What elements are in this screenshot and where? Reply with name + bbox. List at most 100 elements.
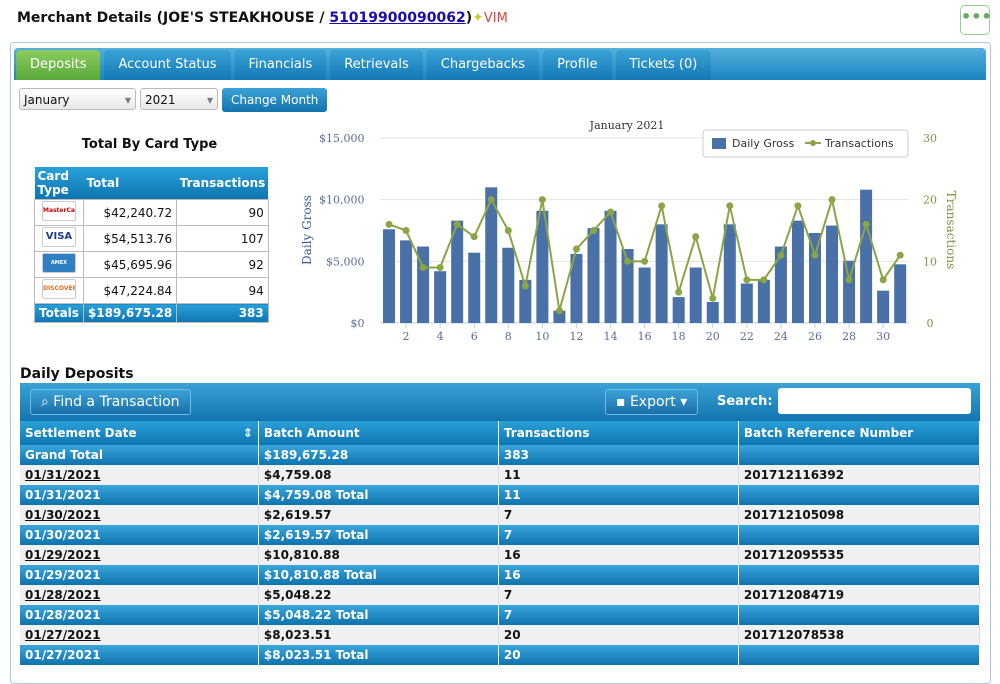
tab[interactable]: Account Status [104,50,231,80]
tab[interactable]: Deposits [16,50,101,80]
bar [485,187,498,323]
change-month-button[interactable]: Change Month [222,88,328,112]
header-label: Settlement Date [25,426,137,440]
det-row: 01/31/2021 $4,759.08 11 201712116392 [20,465,981,485]
point [504,227,512,234]
point [521,282,529,290]
export-button[interactable]: ▪ Export ▾ [605,389,699,415]
cell: $5,048.22 [258,585,499,605]
transactions-cell: 92 [176,251,269,278]
point [879,276,887,284]
x-tick-label: 6 [471,330,478,343]
x-tick-label: 12 [569,330,583,343]
det-row: 01/30/2021 $2,619.57 7 201712105098 [20,505,981,525]
column-header: Card Type [34,167,84,200]
date-link[interactable]: 01/28/2021 [25,588,101,602]
tab[interactable]: Chargebacks [426,50,540,80]
cell: $8,023.51 Total [258,645,499,665]
bar [689,267,702,323]
card-icon: DISCOVER [41,279,76,299]
badge: VIM [483,11,508,26]
cell: 01/28/2021 [20,585,259,605]
sub-row: 01/27/2021 $8,023.51 Total 20 [20,645,981,665]
cell: $2,619.57 Total [258,525,499,545]
find-button[interactable]: ⌕ Find a Transaction [30,389,191,415]
cell: $10,810.88 Total [258,565,499,585]
y-axis-label: Daily Gross [300,195,314,265]
cell [738,525,981,545]
merchant-link[interactable]: 51019900090062 [329,10,466,26]
bar [621,249,634,323]
y-tick-label: $15,000 [319,132,365,145]
header-label: Transactions [503,426,590,440]
bar [894,264,907,323]
totals-cell: 383 [176,303,269,323]
menu-button[interactable]: ••• [960,5,992,35]
card-cell: MasterCard [34,199,84,226]
point [811,251,819,259]
export-icon: ▪ [616,394,630,410]
totals-cell: Totals [34,303,84,323]
date-link[interactable]: 01/30/2021 [25,508,101,522]
cell [738,605,981,625]
tab[interactable]: Tickets (0) [615,50,712,80]
bar [808,232,821,323]
point [607,208,615,216]
year-select[interactable]: 2021 [140,88,218,111]
deposits-title: Daily Deposits [20,366,134,382]
cell: $10,810.88 [258,545,499,565]
point [692,233,700,241]
tab-bar: Deposits Account Status Financials Retrieva… [14,48,986,80]
tab[interactable]: Profile [543,50,612,80]
date-link[interactable]: 01/31/2021 [25,468,101,482]
tab[interactable]: Retrievals [330,50,423,80]
cell: 201712105098 [738,505,981,525]
cell: $4,759.08 Total [258,485,499,505]
bar [723,224,736,323]
column-header[interactable]: Settlement Date ⇕ [20,421,259,445]
totals-cell: $189,675.28 [82,303,178,323]
y-tick-label: $0 [351,317,365,330]
transactions-cell: 94 [176,277,269,304]
cell: 01/28/2021 [20,605,259,625]
point [726,202,734,210]
bar [672,297,685,323]
month-select[interactable]: January [19,88,136,111]
card-row: AMEX $45,695.96 92 [34,251,269,278]
cell: 11 [498,485,739,505]
cell: 01/31/2021 [20,485,259,505]
tab[interactable]: Financials [234,50,327,80]
det-row: 01/28/2021 $5,048.22 7 201712084719 [20,585,981,605]
cell: 7 [498,525,739,545]
bar [434,271,447,323]
cell [738,445,981,465]
det-row: 01/29/2021 $10,810.88 16 201712095535 [20,545,981,565]
point [487,196,495,204]
point [572,245,580,253]
search-input[interactable] [778,388,971,414]
cell: 7 [498,505,739,525]
x-tick-label: 28 [842,330,856,343]
legend-label: Daily Gross [732,137,795,150]
x-tick-label: 18 [672,330,686,343]
bar [826,225,839,323]
cell: 201712084719 [738,585,981,605]
y2-tick-label: 10 [923,255,937,268]
x-tick-label: 8 [505,330,512,343]
date-link[interactable]: 01/29/2021 [25,548,101,562]
point [589,227,597,234]
column-header: Batch Amount [258,421,499,445]
cell: 20 [498,625,739,645]
bar [877,290,890,323]
date-link[interactable]: 01/27/2021 [25,628,101,642]
cell: $5,048.22 Total [258,605,499,625]
transactions-cell: 90 [176,199,269,226]
y2-tick-label: 0 [927,317,934,330]
chart-title: January 2021 [589,119,665,132]
det-row: 01/27/2021 $8,023.51 20 201712078538 [20,625,981,645]
cell: $189,675.28 [258,445,499,465]
totals-row: Totals $189,675.28 383 [34,303,269,323]
legend-swatch [810,140,816,146]
